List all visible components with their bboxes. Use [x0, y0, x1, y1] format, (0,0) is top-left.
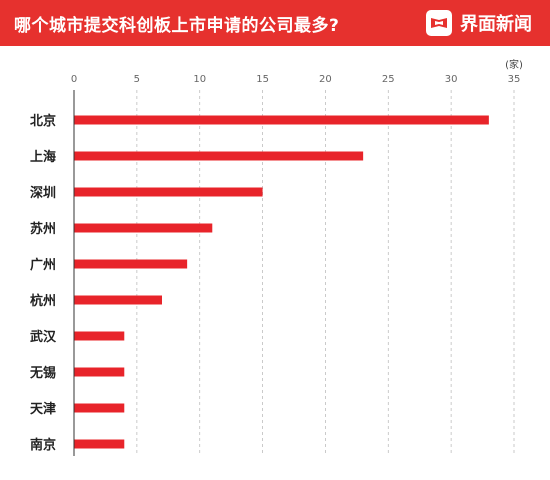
x-tick-label: 30 — [445, 74, 458, 85]
bar-2 — [74, 187, 263, 197]
chart-title: 哪个城市提交科创板上市申请的公司最多? — [14, 16, 340, 36]
bar-3 — [74, 223, 213, 233]
x-axis-ticks: 0 5 10 15 20 25 30 35 — [71, 74, 521, 85]
bar-8 — [74, 403, 125, 413]
category-label: 上海 — [30, 149, 56, 165]
bar-7 — [74, 367, 125, 377]
category-label: 广州 — [30, 257, 56, 273]
category-label: 北京 — [30, 113, 56, 129]
category-label: 无锡 — [29, 365, 56, 381]
grid-lines — [73, 90, 515, 456]
bar-4 — [74, 259, 188, 269]
category-label: 深圳 — [30, 185, 56, 201]
brand-name: 界面新闻 — [460, 14, 532, 35]
unit-label: (家) — [505, 58, 523, 71]
x-tick-label: 15 — [256, 74, 269, 85]
bar-6 — [74, 331, 125, 341]
x-tick-label: 35 — [508, 74, 521, 85]
bar-1 — [74, 151, 364, 161]
bars — [74, 115, 489, 449]
category-label: 武汉 — [30, 329, 57, 345]
category-label: 苏州 — [30, 221, 56, 237]
header-bar: 哪个城市提交科创板上市申请的公司最多? 界面新闻 — [0, 0, 550, 46]
brand: 界面新闻 — [426, 9, 532, 37]
brand-logo-icon — [426, 10, 452, 36]
x-tick-label: 5 — [134, 74, 140, 85]
x-tick-label: 0 — [71, 74, 77, 85]
bar-0 — [74, 115, 489, 125]
category-label: 南京 — [30, 437, 56, 453]
bar-9 — [74, 439, 125, 449]
category-label: 杭州 — [30, 293, 56, 309]
x-tick-label: 20 — [319, 74, 332, 85]
category-label: 天津 — [30, 401, 56, 417]
bar-5 — [74, 295, 162, 305]
x-tick-label: 25 — [382, 74, 395, 85]
x-tick-label: 10 — [193, 74, 206, 85]
